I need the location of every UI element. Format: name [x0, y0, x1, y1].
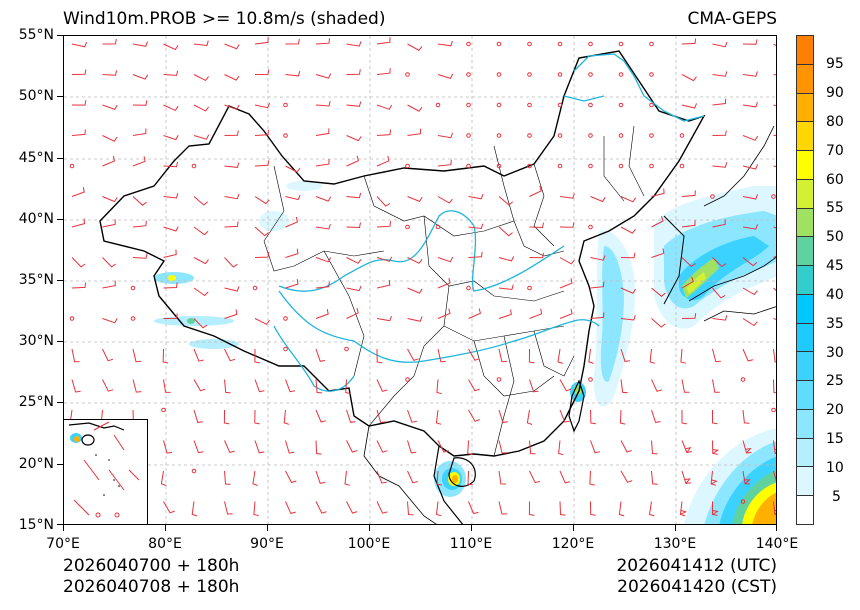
x-tick-label: 120°E: [551, 536, 595, 552]
y-tick: [57, 280, 63, 281]
y-tick-label: 35°N: [18, 272, 54, 288]
colorbar-bin: [797, 36, 813, 65]
colorbar-label: 10: [826, 460, 844, 476]
colorbar-label: 25: [826, 373, 844, 389]
valid-time-utc: 2026041412 (UTC): [616, 556, 777, 576]
x-tick-label: 70°E: [46, 536, 80, 552]
colorbar-bin: [797, 93, 813, 123]
colorbar-bin: [797, 179, 813, 209]
map-plot-area: [63, 35, 777, 525]
colorbar-bin: [797, 438, 813, 468]
valid-time-cst: 2026041420 (CST): [617, 577, 777, 597]
valid-time: 2026041412 (UTC) 2026041420 (CST): [616, 556, 777, 598]
init-time-cst: 2026040708 + 180h: [63, 577, 240, 597]
x-tick: [776, 525, 777, 531]
x-tick: [165, 525, 166, 531]
y-tick-label: 50°N: [18, 88, 54, 104]
colorbar-label: 95: [826, 56, 844, 72]
y-tick: [57, 464, 63, 465]
colorbar-bin: [797, 467, 813, 497]
colorbar-bin: [797, 409, 813, 439]
inset-map: [68, 421, 140, 518]
colorbar-label: 40: [826, 287, 844, 303]
y-tick-label: 55°N: [18, 27, 54, 43]
init-time-utc: 2026040700 + 180h: [63, 556, 240, 576]
probability-shading: [154, 181, 776, 524]
graticule: [64, 36, 776, 524]
x-tick-label: 80°E: [148, 536, 182, 552]
colorbar-bin: [797, 352, 813, 382]
y-tick: [57, 96, 63, 97]
model-name: CMA-GEPS: [687, 9, 777, 29]
colorbar-label: 5: [832, 489, 841, 505]
rivers: [273, 53, 705, 392]
x-tick: [573, 525, 574, 531]
x-tick: [63, 525, 64, 531]
province-borders: [263, 125, 645, 457]
colorbar-label: 20: [826, 402, 844, 418]
y-tick-label: 45°N: [18, 150, 54, 166]
colorbar-label: 70: [826, 143, 844, 159]
x-tick-label: 140°E: [755, 536, 799, 552]
colorbar-bin: [797, 496, 813, 525]
colorbar-label: 50: [826, 229, 844, 245]
colorbar-label: 60: [826, 172, 844, 188]
colorbar-label: 35: [826, 316, 844, 332]
colorbar-bin: [797, 294, 813, 324]
y-tick-label: 25°N: [18, 394, 54, 410]
map-canvas: [64, 36, 776, 524]
colorbar-label: 30: [826, 345, 844, 361]
y-tick: [57, 158, 63, 159]
x-tick-label: 90°E: [250, 536, 284, 552]
south-china-sea-inset: [64, 419, 148, 524]
colorbar-label: 15: [826, 431, 844, 447]
y-tick-label: 20°N: [18, 456, 54, 472]
chart-title: Wind10m.PROB >= 10.8m/s (shaded): [63, 9, 386, 29]
colorbar-bin: [797, 323, 813, 353]
y-tick-label: 15°N: [18, 517, 54, 533]
x-tick: [675, 525, 676, 531]
colorbar-bin: [797, 151, 813, 180]
y-tick-label: 30°N: [18, 333, 54, 349]
y-tick: [57, 341, 63, 342]
y-tick: [57, 524, 63, 525]
init-time: 2026040700 + 180h 2026040708 + 180h: [63, 556, 239, 598]
y-tick: [57, 219, 63, 220]
x-tick: [267, 525, 268, 531]
y-tick: [57, 35, 63, 36]
colorbar-label: 55: [826, 200, 844, 216]
colorbar-bin: [797, 266, 813, 295]
colorbar-label: 90: [826, 85, 844, 101]
colorbar-bin: [797, 122, 813, 152]
colorbar-bin: [797, 381, 813, 410]
x-tick-label: 100°E: [347, 536, 391, 552]
colorbar-bin: [797, 208, 813, 238]
colorbar: [796, 35, 814, 525]
colorbar-bin: [797, 237, 813, 267]
colorbar-label: 45: [826, 258, 844, 274]
country-borders: [99, 50, 776, 524]
colorbar-bin: [797, 64, 813, 94]
x-tick-label: 130°E: [653, 536, 697, 552]
x-tick: [471, 525, 472, 531]
y-tick: [57, 402, 63, 403]
x-tick-label: 110°E: [449, 536, 493, 552]
colorbar-label: 80: [826, 114, 844, 130]
y-tick-label: 40°N: [18, 211, 54, 227]
x-tick: [369, 525, 370, 531]
